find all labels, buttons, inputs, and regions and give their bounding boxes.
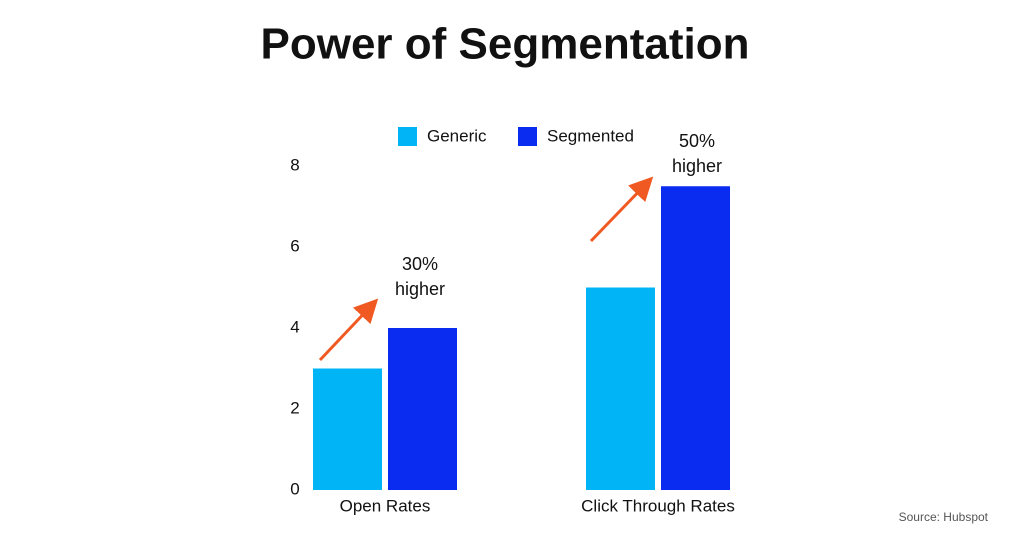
x-tick-label: Open Rates <box>340 496 431 515</box>
y-tick-label: 4 <box>290 317 299 336</box>
y-tick-label: 2 <box>290 398 299 417</box>
bar <box>388 328 457 490</box>
bar <box>313 368 382 490</box>
bar <box>586 287 655 490</box>
arrow <box>318 298 379 362</box>
annotation: 30% higher <box>394 254 446 299</box>
y-tick-label: 0 <box>290 479 299 498</box>
y-tick-label: 8 <box>290 155 299 174</box>
annotation: 50% higher <box>671 131 723 176</box>
legend-swatch <box>398 127 417 146</box>
x-tick-label: Click Through Rates <box>581 496 735 515</box>
source: Source: Hubspot <box>899 510 989 524</box>
legend-swatch <box>518 127 537 146</box>
arrow <box>589 176 654 243</box>
bar <box>661 186 730 490</box>
y-tick-label: 6 <box>290 236 299 255</box>
legend-label: Generic <box>427 126 487 145</box>
chart-title: Power of Segmentation <box>261 20 750 69</box>
legend-label: Segmented <box>547 126 634 145</box>
